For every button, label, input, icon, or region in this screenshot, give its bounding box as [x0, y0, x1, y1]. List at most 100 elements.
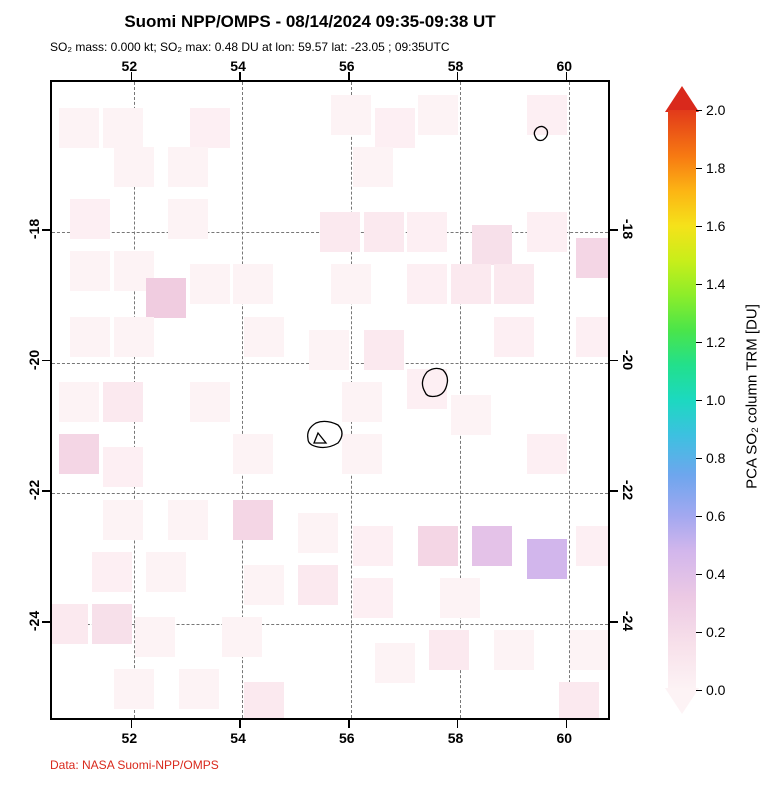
heatmap-cell — [114, 147, 154, 187]
heatmap-cell — [168, 147, 208, 187]
tick-mark — [42, 621, 50, 623]
heatmap-cell — [103, 447, 143, 487]
heatmap-cell — [114, 669, 154, 709]
plot-area — [50, 80, 610, 720]
tick-mark — [42, 360, 50, 362]
heatmap-cell — [244, 565, 284, 605]
heatmap-cell — [440, 578, 480, 618]
heatmap-cell — [353, 578, 393, 618]
tick-mark — [566, 720, 568, 728]
colorbar-tick-label: 0.2 — [706, 624, 725, 640]
tick-mark — [610, 229, 618, 231]
heatmap-cell — [59, 382, 99, 422]
tick-mark — [42, 229, 50, 231]
heatmap-cell — [353, 526, 393, 566]
colorbar-over-arrow — [665, 86, 699, 112]
heatmap-cell — [135, 617, 175, 657]
colorbar-tick — [696, 516, 702, 517]
y-tick-label: -24 — [26, 611, 42, 631]
heatmap-cell — [559, 682, 599, 720]
heatmap-cell — [451, 264, 491, 304]
heatmap-cell — [353, 147, 393, 187]
colorbar-tick-label: 1.6 — [706, 218, 725, 234]
colorbar: PCA SO₂ column TRM [DU] 0.00.20.40.60.81… — [668, 88, 758, 708]
heatmap-cell — [570, 630, 610, 670]
heatmap-cell — [494, 317, 534, 357]
heatmap-cell — [114, 317, 154, 357]
heatmap-cell — [576, 238, 610, 278]
tick-mark — [610, 490, 618, 492]
heatmap-cell — [70, 317, 110, 357]
grid-line-vertical — [569, 82, 570, 718]
data-credit: Data: NASA Suomi-NPP/OMPS — [50, 758, 219, 772]
heatmap-cell — [168, 199, 208, 239]
colorbar-tick-label: 0.0 — [706, 682, 725, 698]
chart-subtitle: SO₂ mass: 0.000 kt; SO₂ max: 0.48 DU at … — [50, 40, 450, 54]
tick-mark — [348, 720, 350, 728]
x-tick-label: 54 — [230, 58, 246, 74]
colorbar-tick — [696, 226, 702, 227]
heatmap-cell — [527, 212, 567, 252]
colorbar-tick-label: 1.0 — [706, 392, 725, 408]
heatmap-cell — [103, 108, 143, 148]
heatmap-cell — [50, 604, 88, 644]
x-tick-label: 54 — [230, 730, 246, 746]
colorbar-tick-label: 0.8 — [706, 450, 725, 466]
y-tick-label: -22 — [620, 480, 636, 500]
heatmap-cell — [309, 330, 349, 370]
island-outline-mauritius — [410, 362, 460, 402]
heatmap-cell — [59, 108, 99, 148]
heatmap-cell — [168, 500, 208, 540]
heatmap-cell — [298, 513, 338, 553]
heatmap-cell — [429, 630, 469, 670]
y-tick-label: -18 — [26, 219, 42, 239]
colorbar-tick — [696, 458, 702, 459]
colorbar-tick — [696, 342, 702, 343]
x-tick-label: 56 — [339, 58, 355, 74]
heatmap-cell — [59, 434, 99, 474]
colorbar-under-arrow — [665, 688, 699, 714]
colorbar-tick — [696, 168, 702, 169]
heatmap-cell — [179, 669, 219, 709]
tick-mark — [131, 720, 133, 728]
heatmap-cell — [233, 264, 273, 304]
heatmap-cell — [407, 212, 447, 252]
colorbar-tick — [696, 574, 702, 575]
heatmap-cell — [244, 682, 284, 720]
y-tick-label: -24 — [620, 611, 636, 631]
colorbar-tick — [696, 632, 702, 633]
heatmap-cell — [70, 251, 110, 291]
x-tick-label: 52 — [122, 58, 138, 74]
heatmap-cell — [375, 643, 415, 683]
colorbar-tick-label: 0.6 — [706, 508, 725, 524]
heatmap-cell — [146, 278, 186, 318]
y-tick-label: -22 — [26, 480, 42, 500]
chart-title: Suomi NPP/OMPS - 08/14/2024 09:35-09:38 … — [0, 12, 620, 32]
heatmap-cell — [494, 630, 534, 670]
heatmap-cell — [527, 539, 567, 579]
island-outline-reunion — [299, 415, 349, 455]
heatmap-cell — [418, 526, 458, 566]
x-tick-label: 58 — [448, 58, 464, 74]
y-tick-label: -18 — [620, 219, 636, 239]
heatmap-cell — [527, 434, 567, 474]
island-outline-small-island — [516, 114, 566, 154]
tick-mark — [239, 720, 241, 728]
heatmap-cell — [331, 264, 371, 304]
colorbar-tick-label: 1.8 — [706, 160, 725, 176]
heatmap-cell — [331, 95, 371, 135]
y-tick-label: -20 — [26, 350, 42, 370]
heatmap-cell — [364, 330, 404, 370]
x-tick-label: 60 — [557, 58, 573, 74]
heatmap-cell — [190, 108, 230, 148]
heatmap-cell — [233, 434, 273, 474]
colorbar-tick — [696, 110, 702, 111]
heatmap-cell — [103, 382, 143, 422]
colorbar-tick — [696, 690, 702, 691]
colorbar-title: PCA SO₂ column TRM [DU] — [744, 304, 761, 489]
heatmap-cell — [190, 382, 230, 422]
heatmap-cell — [375, 108, 415, 148]
y-tick-label: -20 — [620, 350, 636, 370]
heatmap-cell — [233, 500, 273, 540]
x-tick-label: 58 — [448, 730, 464, 746]
